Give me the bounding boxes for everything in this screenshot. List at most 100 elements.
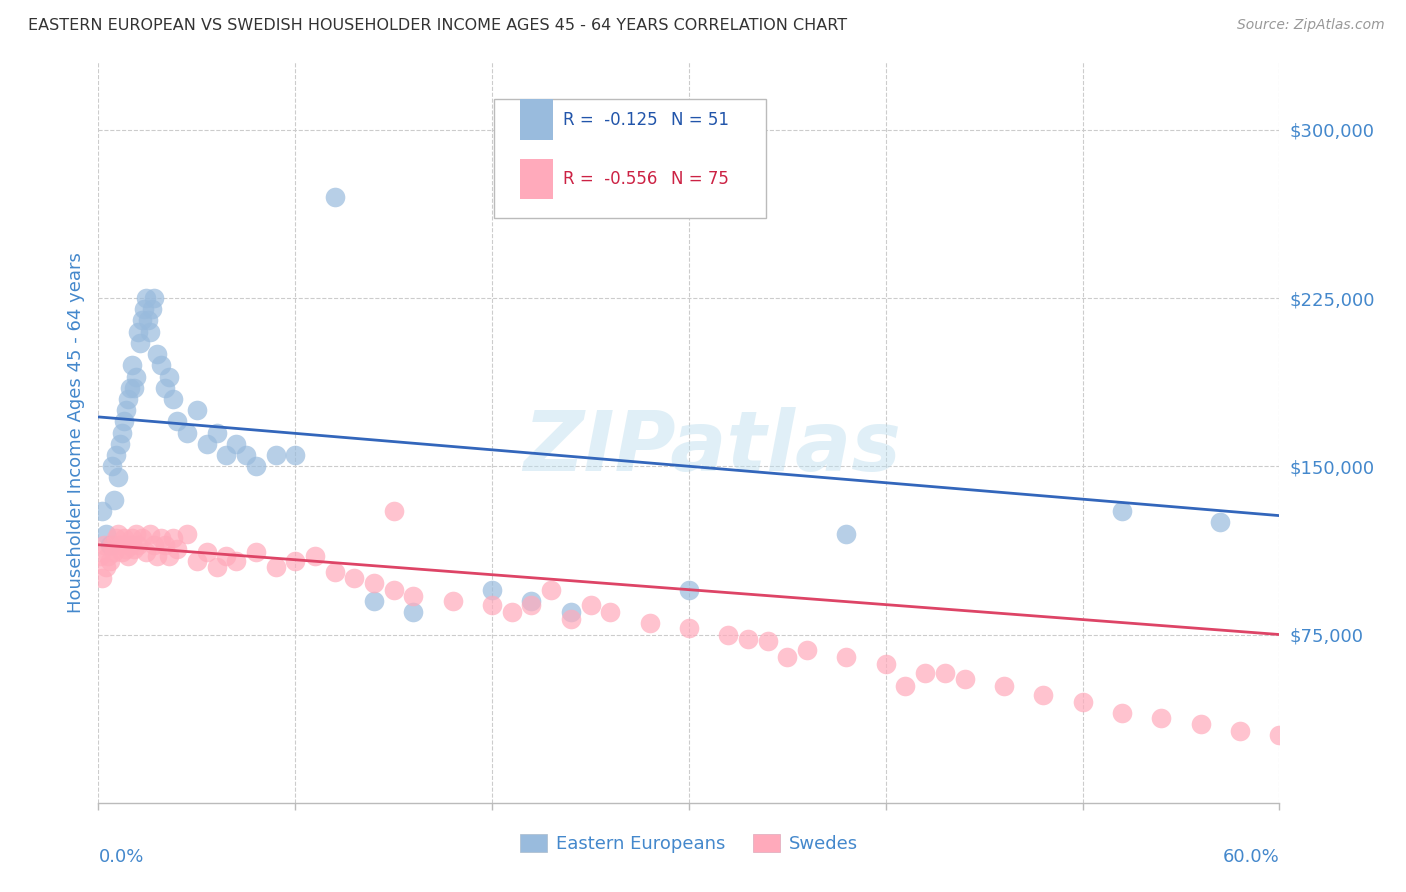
- Point: [195, 544, 218, 558]
- Point: [101, 459, 124, 474]
- Point: [142, 291, 165, 305]
- Point: [127, 325, 149, 339]
- Point: [141, 302, 163, 317]
- Y-axis label: Householder Income Ages 45 - 64 years: Householder Income Ages 45 - 64 years: [66, 252, 84, 613]
- Point: [934, 665, 956, 680]
- Point: [131, 531, 153, 545]
- Point: [560, 612, 582, 626]
- Point: [1111, 504, 1133, 518]
- Point: [176, 425, 198, 440]
- Point: [264, 448, 287, 462]
- Point: [128, 335, 150, 350]
- Point: [146, 549, 169, 563]
- Point: [756, 634, 779, 648]
- Point: [150, 531, 173, 545]
- Point: [382, 582, 405, 597]
- Text: R =  -0.125: R = -0.125: [562, 111, 657, 128]
- Point: [1268, 729, 1291, 743]
- Point: [225, 553, 247, 567]
- FancyBboxPatch shape: [520, 99, 553, 140]
- Point: [111, 425, 134, 440]
- Text: N = 51: N = 51: [671, 111, 730, 128]
- Point: [98, 538, 121, 552]
- Point: [323, 190, 346, 204]
- Point: [215, 549, 238, 563]
- Text: 60.0%: 60.0%: [1223, 847, 1279, 865]
- Point: [115, 542, 138, 557]
- Point: [205, 425, 228, 440]
- Point: [245, 459, 267, 474]
- Point: [520, 599, 543, 613]
- Point: [98, 553, 121, 567]
- Point: [111, 544, 134, 558]
- Point: [166, 414, 188, 428]
- Point: [108, 437, 131, 451]
- Point: [481, 599, 503, 613]
- Point: [121, 531, 143, 545]
- Legend: Eastern Europeans, Swedes: Eastern Europeans, Swedes: [513, 827, 865, 861]
- Point: [304, 549, 326, 563]
- Point: [112, 531, 135, 545]
- Point: [205, 560, 228, 574]
- Point: [1032, 688, 1054, 702]
- Point: [91, 571, 114, 585]
- FancyBboxPatch shape: [520, 159, 553, 200]
- Text: ZIPatlas: ZIPatlas: [523, 407, 901, 488]
- Point: [1189, 717, 1212, 731]
- Point: [96, 526, 118, 541]
- Point: [323, 565, 346, 579]
- Point: [953, 673, 976, 687]
- Point: [122, 381, 145, 395]
- Point: [195, 437, 218, 451]
- Point: [717, 627, 740, 641]
- Point: [157, 369, 180, 384]
- Point: [107, 470, 129, 484]
- Text: Source: ZipAtlas.com: Source: ZipAtlas.com: [1237, 18, 1385, 32]
- Point: [132, 302, 155, 317]
- Point: [875, 657, 897, 671]
- Point: [235, 448, 257, 462]
- Point: [118, 381, 141, 395]
- Point: [108, 538, 131, 552]
- Point: [103, 544, 125, 558]
- Point: [142, 538, 165, 552]
- Point: [166, 542, 188, 557]
- Point: [993, 679, 1015, 693]
- Point: [138, 526, 160, 541]
- Point: [501, 605, 523, 619]
- Point: [138, 325, 160, 339]
- Point: [894, 679, 917, 693]
- Point: [135, 291, 157, 305]
- Point: [91, 504, 114, 518]
- Point: [107, 526, 129, 541]
- Point: [1071, 695, 1094, 709]
- Text: 0.0%: 0.0%: [98, 847, 143, 865]
- Point: [776, 650, 799, 665]
- Point: [105, 448, 128, 462]
- Point: [131, 313, 153, 327]
- Point: [186, 553, 208, 567]
- Point: [103, 492, 125, 507]
- Point: [136, 313, 159, 327]
- Point: [112, 414, 135, 428]
- Point: [520, 594, 543, 608]
- Point: [599, 605, 621, 619]
- Point: [441, 594, 464, 608]
- Point: [162, 392, 184, 406]
- Point: [914, 665, 936, 680]
- Point: [146, 347, 169, 361]
- Point: [1209, 516, 1232, 530]
- Point: [118, 538, 141, 552]
- Point: [117, 392, 139, 406]
- Point: [157, 549, 180, 563]
- Point: [481, 582, 503, 597]
- Point: [579, 599, 602, 613]
- Point: [363, 576, 385, 591]
- Point: [93, 538, 115, 552]
- Point: [125, 526, 148, 541]
- Text: R =  -0.556: R = -0.556: [562, 170, 657, 188]
- Point: [135, 544, 157, 558]
- Point: [363, 594, 385, 608]
- Point: [105, 531, 128, 545]
- Point: [176, 526, 198, 541]
